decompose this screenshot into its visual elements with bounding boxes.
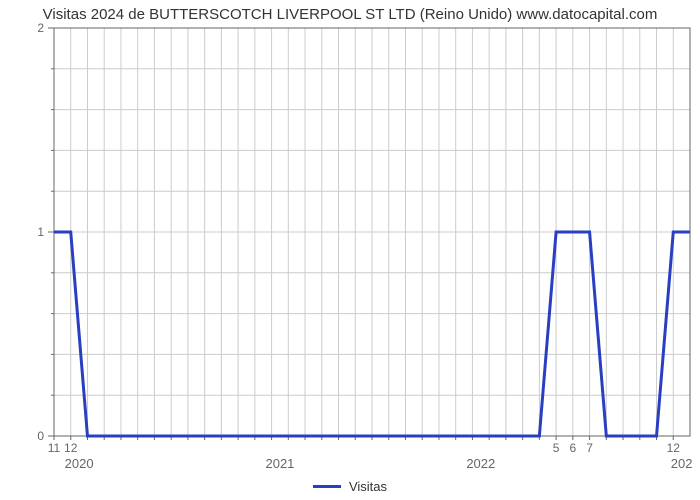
chart-plot: 012111256712202020212022202 — [0, 0, 700, 500]
svg-text:2021: 2021 — [265, 456, 294, 471]
legend-label: Visitas — [349, 479, 387, 494]
svg-text:2: 2 — [37, 21, 44, 35]
svg-text:6: 6 — [569, 441, 576, 455]
svg-text:2020: 2020 — [65, 456, 94, 471]
legend: Visitas — [0, 479, 700, 494]
svg-text:2022: 2022 — [466, 456, 495, 471]
svg-text:12: 12 — [667, 441, 681, 455]
svg-text:7: 7 — [586, 441, 593, 455]
svg-text:202: 202 — [671, 456, 693, 471]
legend-swatch — [313, 485, 341, 488]
svg-text:12: 12 — [64, 441, 78, 455]
svg-text:11: 11 — [48, 441, 61, 455]
svg-text:0: 0 — [37, 429, 44, 443]
chart-container: Visitas 2024 de BUTTERSCOTCH LIVERPOOL S… — [0, 0, 700, 500]
svg-text:1: 1 — [37, 225, 44, 239]
svg-text:5: 5 — [553, 441, 560, 455]
